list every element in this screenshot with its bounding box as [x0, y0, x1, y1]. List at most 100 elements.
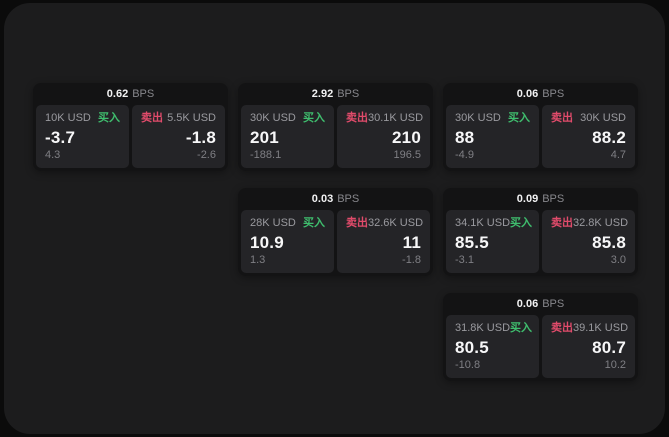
card-header: 0.03 BPS [241, 188, 430, 210]
buy-side-label: 买入 [98, 112, 120, 124]
card-header: 0.09 BPS [446, 188, 635, 210]
bps-unit-label: BPS [337, 192, 360, 205]
bps-unit-label: BPS [542, 192, 565, 205]
quote-card: 0.09 BPS 34.1K USD 买入 85.5 -3.1 卖出 32.8K… [443, 188, 638, 276]
buy-delta: 1.3 [250, 254, 266, 266]
buy-price: 201 [250, 127, 279, 147]
buy-cell[interactable]: 30K USD 买入 201 -188.1 [241, 105, 334, 168]
quote-card: 0.03 BPS 28K USD 买入 10.9 1.3 卖出 32.6K US… [238, 188, 433, 276]
buy-cell[interactable]: 31.8K USD 买入 80.5 -10.8 [446, 315, 539, 378]
quote-cells: 10K USD 买入 -3.7 4.3 卖出 5.5K USD -1.8 -2.… [36, 105, 225, 168]
buy-cell[interactable]: 34.1K USD 买入 85.5 -3.1 [446, 210, 539, 273]
sell-price: 80.7 [592, 337, 626, 357]
card-header: 0.06 BPS [446, 83, 635, 105]
sell-cell-top: 卖出 5.5K USD [141, 113, 216, 124]
sell-amount: 32.8K USD [573, 217, 629, 229]
sell-cell[interactable]: 卖出 30K USD 88.2 4.7 [542, 105, 635, 168]
buy-cell-top: 28K USD 买入 [250, 218, 325, 229]
buy-side-label: 买入 [510, 217, 533, 229]
buy-cell-top: 34.1K USD 买入 [455, 217, 533, 229]
sell-side-label: 卖出 [346, 217, 368, 229]
sell-cell[interactable]: 卖出 32.6K USD 11 -1.8 [337, 210, 430, 273]
buy-amount: 28K USD [250, 217, 296, 229]
bps-value: 0.06 [516, 297, 539, 310]
sell-cell-top: 卖出 30K USD [551, 113, 626, 124]
buy-delta: -3.1 [455, 254, 474, 266]
sell-cell-top: 卖出 30.1K USD [346, 112, 424, 124]
sell-cell-top: 卖出 39.1K USD [551, 322, 629, 334]
quote-card: 0.06 BPS 30K USD 买入 88 -4.9 卖出 30K USD 8… [443, 83, 638, 171]
sell-side-label: 卖出 [551, 322, 573, 334]
buy-delta: 4.3 [45, 149, 61, 161]
sell-price: 11 [402, 232, 421, 252]
quote-card: 2.92 BPS 30K USD 买入 201 -188.1 卖出 30.1K … [238, 83, 433, 171]
sell-delta: -1.8 [402, 254, 421, 266]
quote-card: 0.06 BPS 31.8K USD 买入 80.5 -10.8 卖出 39.1… [443, 293, 638, 381]
sell-side-label: 卖出 [346, 112, 368, 124]
quote-cells: 31.8K USD 买入 80.5 -10.8 卖出 39.1K USD 80.… [446, 315, 635, 378]
bps-unit-label: BPS [132, 87, 155, 100]
sell-price: 210 [392, 127, 421, 147]
sell-amount: 32.6K USD [368, 217, 424, 229]
sell-price: 88.2 [592, 127, 626, 147]
buy-cell[interactable]: 28K USD 买入 10.9 1.3 [241, 210, 334, 273]
buy-delta: -4.9 [455, 149, 474, 161]
sell-amount: 30.1K USD [368, 112, 424, 124]
buy-side-label: 买入 [303, 112, 325, 124]
bps-unit-label: BPS [337, 87, 360, 100]
quote-cells: 30K USD 买入 201 -188.1 卖出 30.1K USD 210 1… [241, 105, 430, 168]
buy-amount: 31.8K USD [455, 322, 511, 334]
bps-value: 2.92 [311, 87, 334, 100]
sell-cell-top: 卖出 32.6K USD [346, 217, 424, 229]
buy-amount: 34.1K USD [455, 217, 511, 229]
sell-side-label: 卖出 [551, 112, 573, 124]
bps-unit-label: BPS [542, 87, 565, 100]
card-header: 0.62 BPS [36, 83, 225, 105]
bps-value: 0.03 [311, 192, 334, 205]
buy-price: -3.7 [45, 127, 76, 147]
sell-side-label: 卖出 [141, 112, 163, 124]
buy-delta: -10.8 [455, 359, 481, 371]
sell-side-label: 卖出 [551, 217, 573, 229]
card-header: 2.92 BPS [241, 83, 430, 105]
sell-amount: 30K USD [580, 112, 626, 124]
sell-price: -1.8 [185, 127, 216, 147]
buy-cell-top: 10K USD 买入 [45, 113, 120, 124]
sell-delta: -2.6 [197, 149, 216, 161]
buy-side-label: 买入 [508, 112, 530, 124]
buy-amount: 10K USD [45, 112, 91, 124]
sell-cell[interactable]: 卖出 5.5K USD -1.8 -2.6 [132, 105, 225, 168]
sell-amount: 39.1K USD [573, 322, 629, 334]
bps-value: 0.06 [516, 87, 539, 100]
sell-cell[interactable]: 卖出 32.8K USD 85.8 3.0 [542, 210, 635, 273]
buy-side-label: 买入 [303, 217, 325, 229]
sell-amount: 5.5K USD [167, 112, 216, 124]
bps-value: 0.62 [106, 87, 129, 100]
quote-cells: 28K USD 买入 10.9 1.3 卖出 32.6K USD 11 -1.8 [241, 210, 430, 273]
sell-delta: 3.0 [610, 254, 626, 266]
sell-delta: 4.7 [610, 149, 626, 161]
quote-cells: 30K USD 买入 88 -4.9 卖出 30K USD 88.2 4.7 [446, 105, 635, 168]
buy-cell-top: 31.8K USD 买入 [455, 322, 533, 334]
buy-amount: 30K USD [250, 112, 296, 124]
sell-delta: 196.5 [393, 149, 421, 161]
buy-amount: 30K USD [455, 112, 501, 124]
buy-cell[interactable]: 10K USD 买入 -3.7 4.3 [36, 105, 129, 168]
buy-price: 10.9 [250, 232, 284, 252]
buy-side-label: 买入 [510, 322, 533, 334]
sell-delta: 10.2 [604, 359, 626, 371]
buy-cell-top: 30K USD 买入 [250, 113, 325, 124]
quote-card: 0.62 BPS 10K USD 买入 -3.7 4.3 卖出 5.5K USD… [33, 83, 228, 171]
quote-cells: 34.1K USD 买入 85.5 -3.1 卖出 32.8K USD 85.8… [446, 210, 635, 273]
card-header: 0.06 BPS [446, 293, 635, 315]
buy-price: 88 [455, 127, 475, 147]
buy-delta: -188.1 [250, 149, 282, 161]
buy-price: 80.5 [455, 337, 489, 357]
sell-cell[interactable]: 卖出 30.1K USD 210 196.5 [337, 105, 430, 168]
sell-cell[interactable]: 卖出 39.1K USD 80.7 10.2 [542, 315, 635, 378]
bps-unit-label: BPS [542, 297, 565, 310]
sell-cell-top: 卖出 32.8K USD [551, 217, 629, 229]
buy-cell[interactable]: 30K USD 买入 88 -4.9 [446, 105, 539, 168]
buy-cell-top: 30K USD 买入 [455, 113, 530, 124]
